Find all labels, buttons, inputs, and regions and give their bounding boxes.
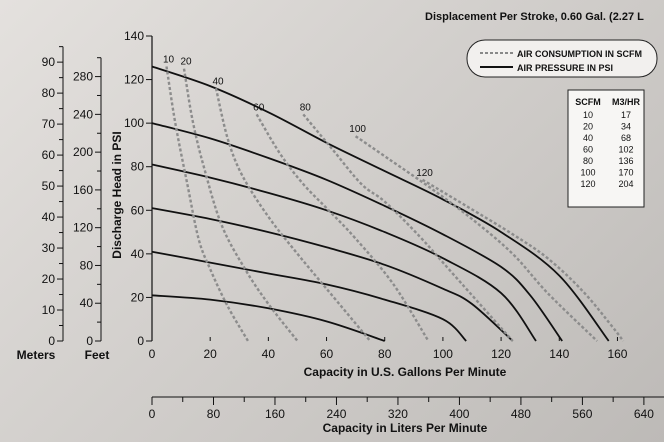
air-pressure-curve <box>151 207 514 342</box>
table-cell-m3hr: 204 <box>618 179 633 189</box>
x-tick-label: 0 <box>149 347 156 361</box>
secondary-y-axes: 0 40 80 120 160 200 240 280 0 10 20 30 40 50 60 70 80 90 <box>42 46 102 348</box>
scfm-curve-label: 10 <box>163 55 175 66</box>
y-tick-label: 60 <box>131 203 145 217</box>
scfm-curve-label: 100 <box>349 124 366 135</box>
air-consumption-curve <box>354 135 598 342</box>
liters-axis-title: Capacity in Liters Per Minute <box>323 421 488 435</box>
table-cell-scfm: 60 <box>583 145 593 155</box>
x-tick-label: 60 <box>320 347 334 361</box>
feet-tick-label: 0 <box>86 334 93 348</box>
air-consumption-curve <box>302 113 514 342</box>
liters-axis: 0 80 160 240 320 400 480 560 640 <box>149 396 664 421</box>
x-tick-label: 100 <box>433 347 453 361</box>
y-tick-label: 120 <box>124 73 144 87</box>
meters-tick-label: 60 <box>42 148 56 162</box>
table-cell-m3hr: 170 <box>618 168 633 178</box>
legend-entry: AIR CONSUMPTION IN SCFM <box>517 49 642 59</box>
legend-entry: AIR PRESSURE IN PSI <box>517 63 613 73</box>
x-tick-label: 80 <box>378 347 392 361</box>
feet-tick-label: 40 <box>80 296 94 310</box>
liters-tick-label: 240 <box>326 407 346 421</box>
y-axis-title: Discharge Head in PSI <box>110 131 124 258</box>
x-tick-label: 160 <box>607 347 627 361</box>
air-consumption-curve <box>255 113 430 342</box>
y-tick-label: 140 <box>124 29 144 43</box>
air-pressure-curve <box>151 294 385 342</box>
y-tick-label: 100 <box>124 116 144 130</box>
x-axis-title: Capacity in U.S. Gallons Per Minute <box>304 365 507 379</box>
meters-tick-label: 10 <box>42 303 56 317</box>
x-tick-label: 20 <box>204 347 218 361</box>
scfm-curve-label: 80 <box>300 102 312 113</box>
y-tick-label: 0 <box>137 334 144 348</box>
table-cell-scfm: 20 <box>583 122 593 132</box>
liters-tick-label: 320 <box>388 407 408 421</box>
table-cell-scfm: 100 <box>580 168 595 178</box>
liters-tick-label: 160 <box>265 407 285 421</box>
table-cell-m3hr: 34 <box>621 122 631 132</box>
feet-tick-label: 120 <box>73 221 93 235</box>
table-cell-scfm: 40 <box>583 133 593 143</box>
meters-axis-title: Meters <box>17 348 56 362</box>
meters-tick-label: 20 <box>42 272 56 286</box>
table-cell-m3hr: 102 <box>618 145 633 155</box>
table-cell-scfm: 80 <box>583 156 593 166</box>
y-tick-label: 40 <box>131 247 145 261</box>
y-tick-label: 80 <box>131 160 145 174</box>
x-tick-label: 140 <box>549 347 569 361</box>
feet-tick-label: 200 <box>73 145 93 159</box>
scfm-curve-label: 60 <box>253 102 265 113</box>
table-cell-scfm: 10 <box>583 110 593 120</box>
air-pressure-curve <box>151 250 467 342</box>
legend: AIR CONSUMPTION IN SCFM AIR PRESSURE IN … <box>466 39 658 78</box>
air-consumption-curve <box>165 66 250 342</box>
legend-box <box>466 39 658 78</box>
x-tick-label: 40 <box>262 347 276 361</box>
air-consumption-curve <box>421 178 625 342</box>
air-consumption-curve <box>182 68 299 342</box>
scfm-curve-label: 40 <box>212 76 224 87</box>
table-cell-scfm: 120 <box>580 179 595 189</box>
meters-tick-label: 90 <box>42 55 56 69</box>
curve-labels: 10 20 40 60 80 100 120 <box>163 55 433 179</box>
feet-tick-label: 80 <box>80 258 94 272</box>
meters-tick-label: 0 <box>48 334 55 348</box>
meters-tick-label: 80 <box>42 86 56 100</box>
meters-tick-label: 50 <box>42 179 56 193</box>
liters-tick-label: 80 <box>207 407 221 421</box>
liters-tick-label: 480 <box>511 407 531 421</box>
feet-tick-label: 160 <box>73 183 93 197</box>
meters-tick-label: 70 <box>42 117 56 131</box>
performance-curves <box>151 65 625 342</box>
y-tick-label: 20 <box>131 290 145 304</box>
air-pressure-curve <box>151 163 537 342</box>
meters-tick-label: 30 <box>42 241 56 255</box>
liters-tick-label: 400 <box>449 407 469 421</box>
table-header: SCFM <box>575 97 601 107</box>
conversion-table-box <box>567 89 645 208</box>
chart-title: Displacement Per Stroke, 0.60 Gal. (2.27… <box>425 11 644 23</box>
feet-tick-label: 280 <box>73 70 93 84</box>
table-cell-m3hr: 136 <box>618 156 633 166</box>
air-pressure-curve <box>151 65 610 342</box>
feet-axis-title: Feet <box>85 348 110 362</box>
table-cell-m3hr: 68 <box>621 133 631 143</box>
scfm-curve-label: 120 <box>416 168 433 179</box>
meters-tick-label: 40 <box>42 210 56 224</box>
scfm-curve-label: 20 <box>180 57 192 68</box>
table-header: M3/HR <box>612 97 641 107</box>
liters-tick-label: 0 <box>149 407 156 421</box>
x-tick-label: 120 <box>491 347 511 361</box>
liters-tick-label: 640 <box>634 407 654 421</box>
feet-tick-label: 240 <box>73 107 93 121</box>
table-cell-m3hr: 17 <box>621 110 631 120</box>
liters-tick-label: 560 <box>572 407 592 421</box>
table-rows: 10 17 20 34 40 68 60 102 80 136 100 170 120 204 <box>580 110 633 189</box>
